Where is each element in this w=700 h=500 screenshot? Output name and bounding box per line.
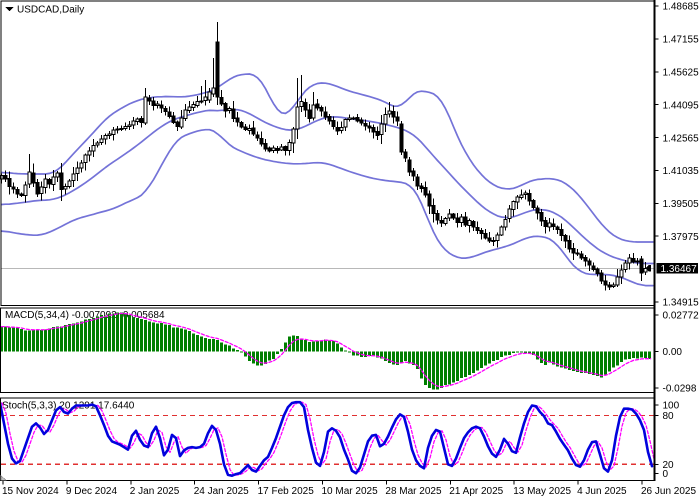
svg-text:80: 80 <box>663 411 675 422</box>
svg-text:1.45625: 1.45625 <box>663 68 700 79</box>
svg-text:15 Nov 2024: 15 Nov 2024 <box>2 486 59 497</box>
svg-text:26 Jun 2025: 26 Jun 2025 <box>641 486 696 497</box>
svg-text:100: 100 <box>663 401 680 412</box>
svg-text:24 Jan 2025: 24 Jan 2025 <box>194 486 249 497</box>
svg-text:0.02772: 0.02772 <box>663 311 700 322</box>
svg-text:1.48685: 1.48685 <box>663 2 700 13</box>
svg-text:10 Mar 2025: 10 Mar 2025 <box>322 486 379 497</box>
svg-text:1.41035: 1.41035 <box>663 166 700 177</box>
svg-text:MACD(5,34,4) -0.007092 -0.0056: MACD(5,34,4) -0.007092 -0.005684 <box>5 310 165 321</box>
svg-text:1.42565: 1.42565 <box>663 133 700 144</box>
svg-text:9 Dec 2024: 9 Dec 2024 <box>66 486 118 497</box>
svg-text:21 Apr 2025: 21 Apr 2025 <box>449 486 503 497</box>
svg-text:1.36467: 1.36467 <box>661 264 698 275</box>
svg-text:1.47155: 1.47155 <box>663 35 700 46</box>
svg-text:28 Mar 2025: 28 Mar 2025 <box>385 486 442 497</box>
svg-text:Stoch(5,3,3) 20.1291 17.6440: Stoch(5,3,3) 20.1291 17.6440 <box>2 401 135 412</box>
svg-text:1.34915: 1.34915 <box>663 298 700 309</box>
svg-text:0: 0 <box>663 469 669 480</box>
svg-text:-0.0298: -0.0298 <box>663 384 697 395</box>
svg-text:17 Feb 2025: 17 Feb 2025 <box>258 486 315 497</box>
svg-text:0.00: 0.00 <box>663 347 683 358</box>
svg-text:USDCAD,Daily: USDCAD,Daily <box>17 4 84 15</box>
svg-text:20: 20 <box>663 460 675 471</box>
svg-text:1.44095: 1.44095 <box>663 100 700 111</box>
svg-text:2 Jan 2025: 2 Jan 2025 <box>130 486 180 497</box>
svg-text:1.39505: 1.39505 <box>663 199 700 210</box>
svg-text:13 May 2025: 13 May 2025 <box>513 486 571 497</box>
svg-text:4 Jun 2025: 4 Jun 2025 <box>577 486 627 497</box>
svg-text:1.37975: 1.37975 <box>663 232 700 243</box>
